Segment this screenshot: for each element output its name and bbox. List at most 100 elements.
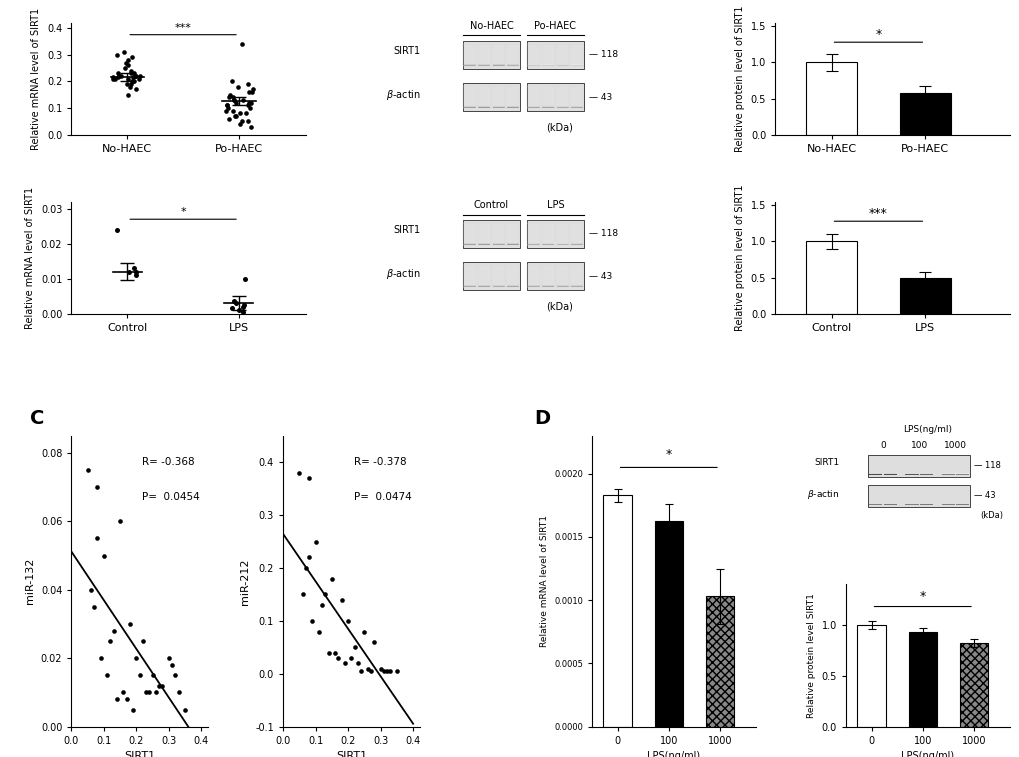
Bar <box>464 64 476 65</box>
Bar <box>492 243 504 244</box>
Bar <box>571 64 582 65</box>
Bar <box>492 107 504 108</box>
Bar <box>464 244 476 245</box>
Bar <box>542 64 553 65</box>
Bar <box>556 107 568 108</box>
Bar <box>571 244 582 245</box>
Point <box>223 75 239 87</box>
Bar <box>492 285 504 287</box>
Bar <box>464 244 476 245</box>
Bar <box>492 285 504 286</box>
Bar <box>542 243 553 245</box>
Bar <box>571 286 582 287</box>
Point <box>235 299 252 311</box>
Bar <box>478 285 490 286</box>
Bar <box>867 454 969 477</box>
Point <box>298 562 314 574</box>
Bar <box>571 243 582 244</box>
Bar <box>492 107 504 108</box>
Bar <box>527 64 539 65</box>
Bar <box>478 64 490 65</box>
Bar <box>478 243 490 245</box>
Point <box>119 73 136 85</box>
Bar <box>527 106 539 107</box>
Bar <box>542 286 553 288</box>
Bar <box>506 286 519 288</box>
Bar <box>492 64 504 65</box>
Bar <box>527 286 539 287</box>
Bar <box>527 64 539 65</box>
Bar <box>542 243 553 244</box>
Bar <box>478 64 490 65</box>
Point <box>304 615 320 627</box>
Bar <box>492 106 504 107</box>
Bar <box>492 243 504 244</box>
Bar <box>492 106 504 107</box>
Bar <box>464 64 476 66</box>
Point <box>333 593 350 606</box>
Point <box>86 601 102 613</box>
Point <box>135 635 151 647</box>
Bar <box>571 244 582 245</box>
Bar <box>464 286 476 287</box>
Text: P=  0.0454: P= 0.0454 <box>143 492 200 502</box>
Point <box>238 107 255 120</box>
Bar <box>542 285 553 287</box>
Text: $\beta$-actin: $\beta$-actin <box>385 267 421 282</box>
Bar <box>478 244 490 245</box>
Bar <box>542 243 553 244</box>
Bar <box>556 106 568 107</box>
Bar <box>542 244 553 245</box>
Bar <box>506 285 519 286</box>
Point <box>128 653 145 665</box>
Bar <box>492 243 504 245</box>
Bar <box>478 243 490 244</box>
Bar <box>492 107 504 108</box>
Bar <box>478 285 490 287</box>
Bar <box>492 107 504 108</box>
Bar <box>527 64 539 65</box>
Bar <box>571 243 582 245</box>
Bar <box>527 285 539 287</box>
Point <box>123 67 140 79</box>
Bar <box>527 107 539 108</box>
Bar <box>464 286 476 287</box>
Bar <box>542 285 553 286</box>
Bar <box>571 64 582 65</box>
Bar <box>527 243 539 245</box>
Bar <box>478 286 490 287</box>
Bar <box>464 243 476 244</box>
Bar <box>464 244 476 245</box>
Bar <box>464 64 476 65</box>
Bar <box>556 285 568 287</box>
Bar <box>506 64 519 65</box>
Bar <box>477 265 490 288</box>
Bar <box>478 106 490 107</box>
Bar <box>464 64 476 65</box>
Bar <box>527 285 539 287</box>
Bar <box>506 64 519 65</box>
Bar <box>492 107 504 108</box>
Text: SIRT1: SIRT1 <box>393 225 421 235</box>
Bar <box>491 86 504 108</box>
Bar <box>542 285 553 287</box>
Bar <box>556 244 568 245</box>
Point <box>131 669 148 681</box>
Bar <box>492 64 504 65</box>
Point <box>240 97 257 109</box>
Bar <box>492 286 504 287</box>
Point <box>234 94 251 106</box>
Bar <box>527 64 539 65</box>
Bar <box>464 64 476 66</box>
Bar <box>571 243 582 244</box>
Point <box>89 532 105 544</box>
Bar <box>571 64 582 65</box>
Bar <box>464 244 476 245</box>
Bar <box>478 64 490 66</box>
Point <box>154 680 170 692</box>
Bar <box>506 64 519 66</box>
Point <box>372 662 388 674</box>
Bar <box>492 243 504 245</box>
Bar <box>571 244 582 245</box>
Text: 100: 100 <box>910 441 927 450</box>
